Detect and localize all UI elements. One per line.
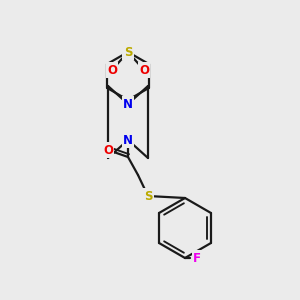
Text: O: O [107,64,117,76]
Text: O: O [103,143,113,157]
Text: S: S [124,46,132,59]
Text: N: N [123,98,133,110]
Text: O: O [139,64,149,76]
Text: S: S [144,190,152,202]
Text: F: F [193,251,201,265]
Text: N: N [123,134,133,146]
